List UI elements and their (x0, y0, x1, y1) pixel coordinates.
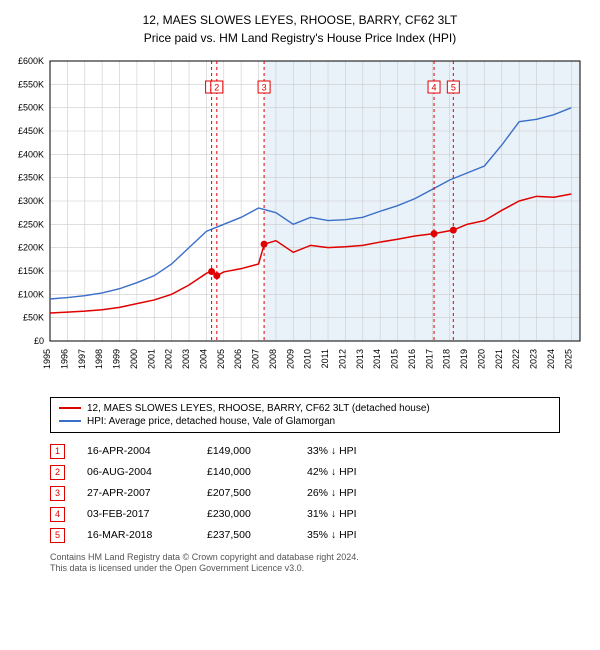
svg-text:2018: 2018 (442, 349, 452, 369)
legend-label: HPI: Average price, detached house, Vale… (87, 416, 335, 427)
svg-text:1997: 1997 (77, 349, 87, 369)
title-subtitle: Price paid vs. HM Land Registry's House … (10, 31, 590, 45)
chart-container: 12, MAES SLOWES LEYES, RHOOSE, BARRY, CF… (0, 0, 600, 575)
svg-text:£500K: £500K (18, 102, 44, 112)
svg-text:2024: 2024 (546, 349, 556, 369)
transaction-marker: 3 (50, 486, 65, 501)
transaction-marker: 1 (50, 444, 65, 459)
legend-item: HPI: Average price, detached house, Vale… (59, 415, 551, 428)
title-block: 12, MAES SLOWES LEYES, RHOOSE, BARRY, CF… (0, 0, 600, 51)
transaction-date: 03-FEB-2017 (87, 508, 207, 520)
footnote: Contains HM Land Registry data © Crown c… (50, 552, 560, 575)
svg-text:£600K: £600K (18, 56, 44, 66)
svg-text:2017: 2017 (424, 349, 434, 369)
transaction-row: 4 03-FEB-2017£230,00031% ↓ HPI (50, 504, 560, 525)
svg-text:£250K: £250K (18, 219, 44, 229)
legend: 12, MAES SLOWES LEYES, RHOOSE, BARRY, CF… (50, 397, 560, 433)
svg-text:£150K: £150K (18, 266, 44, 276)
svg-text:£50K: £50K (23, 312, 44, 322)
svg-text:2013: 2013 (355, 349, 365, 369)
svg-text:2009: 2009 (285, 349, 295, 369)
transaction-price: £230,000 (207, 508, 307, 520)
svg-text:2019: 2019 (459, 349, 469, 369)
footnote-line2: This data is licensed under the Open Gov… (50, 563, 560, 575)
transaction-diff: 35% ↓ HPI (307, 529, 427, 541)
transaction-price: £149,000 (207, 445, 307, 457)
transaction-diff: 31% ↓ HPI (307, 508, 427, 520)
svg-text:2005: 2005 (216, 349, 226, 369)
svg-text:£550K: £550K (18, 79, 44, 89)
svg-text:1996: 1996 (59, 349, 69, 369)
svg-text:2004: 2004 (198, 349, 208, 369)
transaction-diff: 26% ↓ HPI (307, 487, 427, 499)
plot-area: £0 £50K £100K £150K £200K £250K £300K £350K £400… (0, 51, 600, 391)
legend-swatch (59, 420, 81, 422)
svg-text:£0: £0 (34, 336, 44, 346)
svg-text:2021: 2021 (494, 349, 504, 369)
svg-text:2: 2 (214, 82, 219, 92)
svg-text:£300K: £300K (18, 196, 44, 206)
transactions-table: 1 16-APR-2004£149,00033% ↓ HPI 2 06-AUG-200… (50, 441, 560, 546)
transaction-row: 5 16-MAR-2018£237,50035% ↓ HPI (50, 525, 560, 546)
svg-text:5: 5 (451, 82, 456, 92)
transaction-price: £140,000 (207, 466, 307, 478)
svg-text:£100K: £100K (18, 289, 44, 299)
svg-text:£200K: £200K (18, 242, 44, 252)
svg-text:2006: 2006 (233, 349, 243, 369)
transaction-diff: 42% ↓ HPI (307, 466, 427, 478)
legend-item: 12, MAES SLOWES LEYES, RHOOSE, BARRY, CF… (59, 402, 551, 415)
transaction-marker: 4 (50, 507, 65, 522)
transaction-row: 1 16-APR-2004£149,00033% ↓ HPI (50, 441, 560, 462)
svg-text:2011: 2011 (320, 349, 330, 368)
transaction-row: 2 06-AUG-2004£140,00042% ↓ HPI (50, 462, 560, 483)
svg-text:2002: 2002 (164, 349, 174, 369)
chart-svg: £0 £50K £100K £150K £200K £250K £300K £350K £400… (0, 51, 600, 391)
svg-text:2007: 2007 (251, 349, 261, 369)
transaction-date: 16-MAR-2018 (87, 529, 207, 541)
svg-text:2020: 2020 (476, 349, 486, 369)
svg-text:1995: 1995 (42, 349, 52, 369)
svg-text:2008: 2008 (268, 349, 278, 369)
transaction-price: £207,500 (207, 487, 307, 499)
svg-text:2014: 2014 (372, 349, 382, 369)
footnote-line1: Contains HM Land Registry data © Crown c… (50, 552, 560, 564)
svg-text:2001: 2001 (146, 349, 156, 369)
legend-swatch (59, 407, 81, 409)
svg-text:2000: 2000 (129, 349, 139, 369)
svg-text:2010: 2010 (303, 349, 313, 369)
svg-text:£350K: £350K (18, 172, 44, 182)
svg-text:2012: 2012 (337, 349, 347, 369)
transaction-marker: 5 (50, 528, 65, 543)
svg-text:3: 3 (262, 82, 267, 92)
svg-text:4: 4 (432, 82, 437, 92)
svg-text:1998: 1998 (94, 349, 104, 369)
transaction-date: 06-AUG-2004 (87, 466, 207, 478)
svg-text:2003: 2003 (181, 349, 191, 369)
title-address: 12, MAES SLOWES LEYES, RHOOSE, BARRY, CF… (10, 12, 590, 29)
transaction-date: 16-APR-2004 (87, 445, 207, 457)
transaction-marker: 2 (50, 465, 65, 480)
svg-text:2025: 2025 (563, 349, 573, 369)
svg-text:£450K: £450K (18, 126, 44, 136)
svg-text:1999: 1999 (112, 349, 122, 369)
transaction-row: 3 27-APR-2007£207,50026% ↓ HPI (50, 483, 560, 504)
transaction-price: £237,500 (207, 529, 307, 541)
svg-text:2016: 2016 (407, 349, 417, 369)
svg-text:2015: 2015 (390, 349, 400, 369)
svg-text:2022: 2022 (511, 349, 521, 369)
transaction-date: 27-APR-2007 (87, 487, 207, 499)
legend-label: 12, MAES SLOWES LEYES, RHOOSE, BARRY, CF… (87, 403, 430, 414)
transaction-diff: 33% ↓ HPI (307, 445, 427, 457)
svg-text:2023: 2023 (529, 349, 539, 369)
svg-text:£400K: £400K (18, 149, 44, 159)
